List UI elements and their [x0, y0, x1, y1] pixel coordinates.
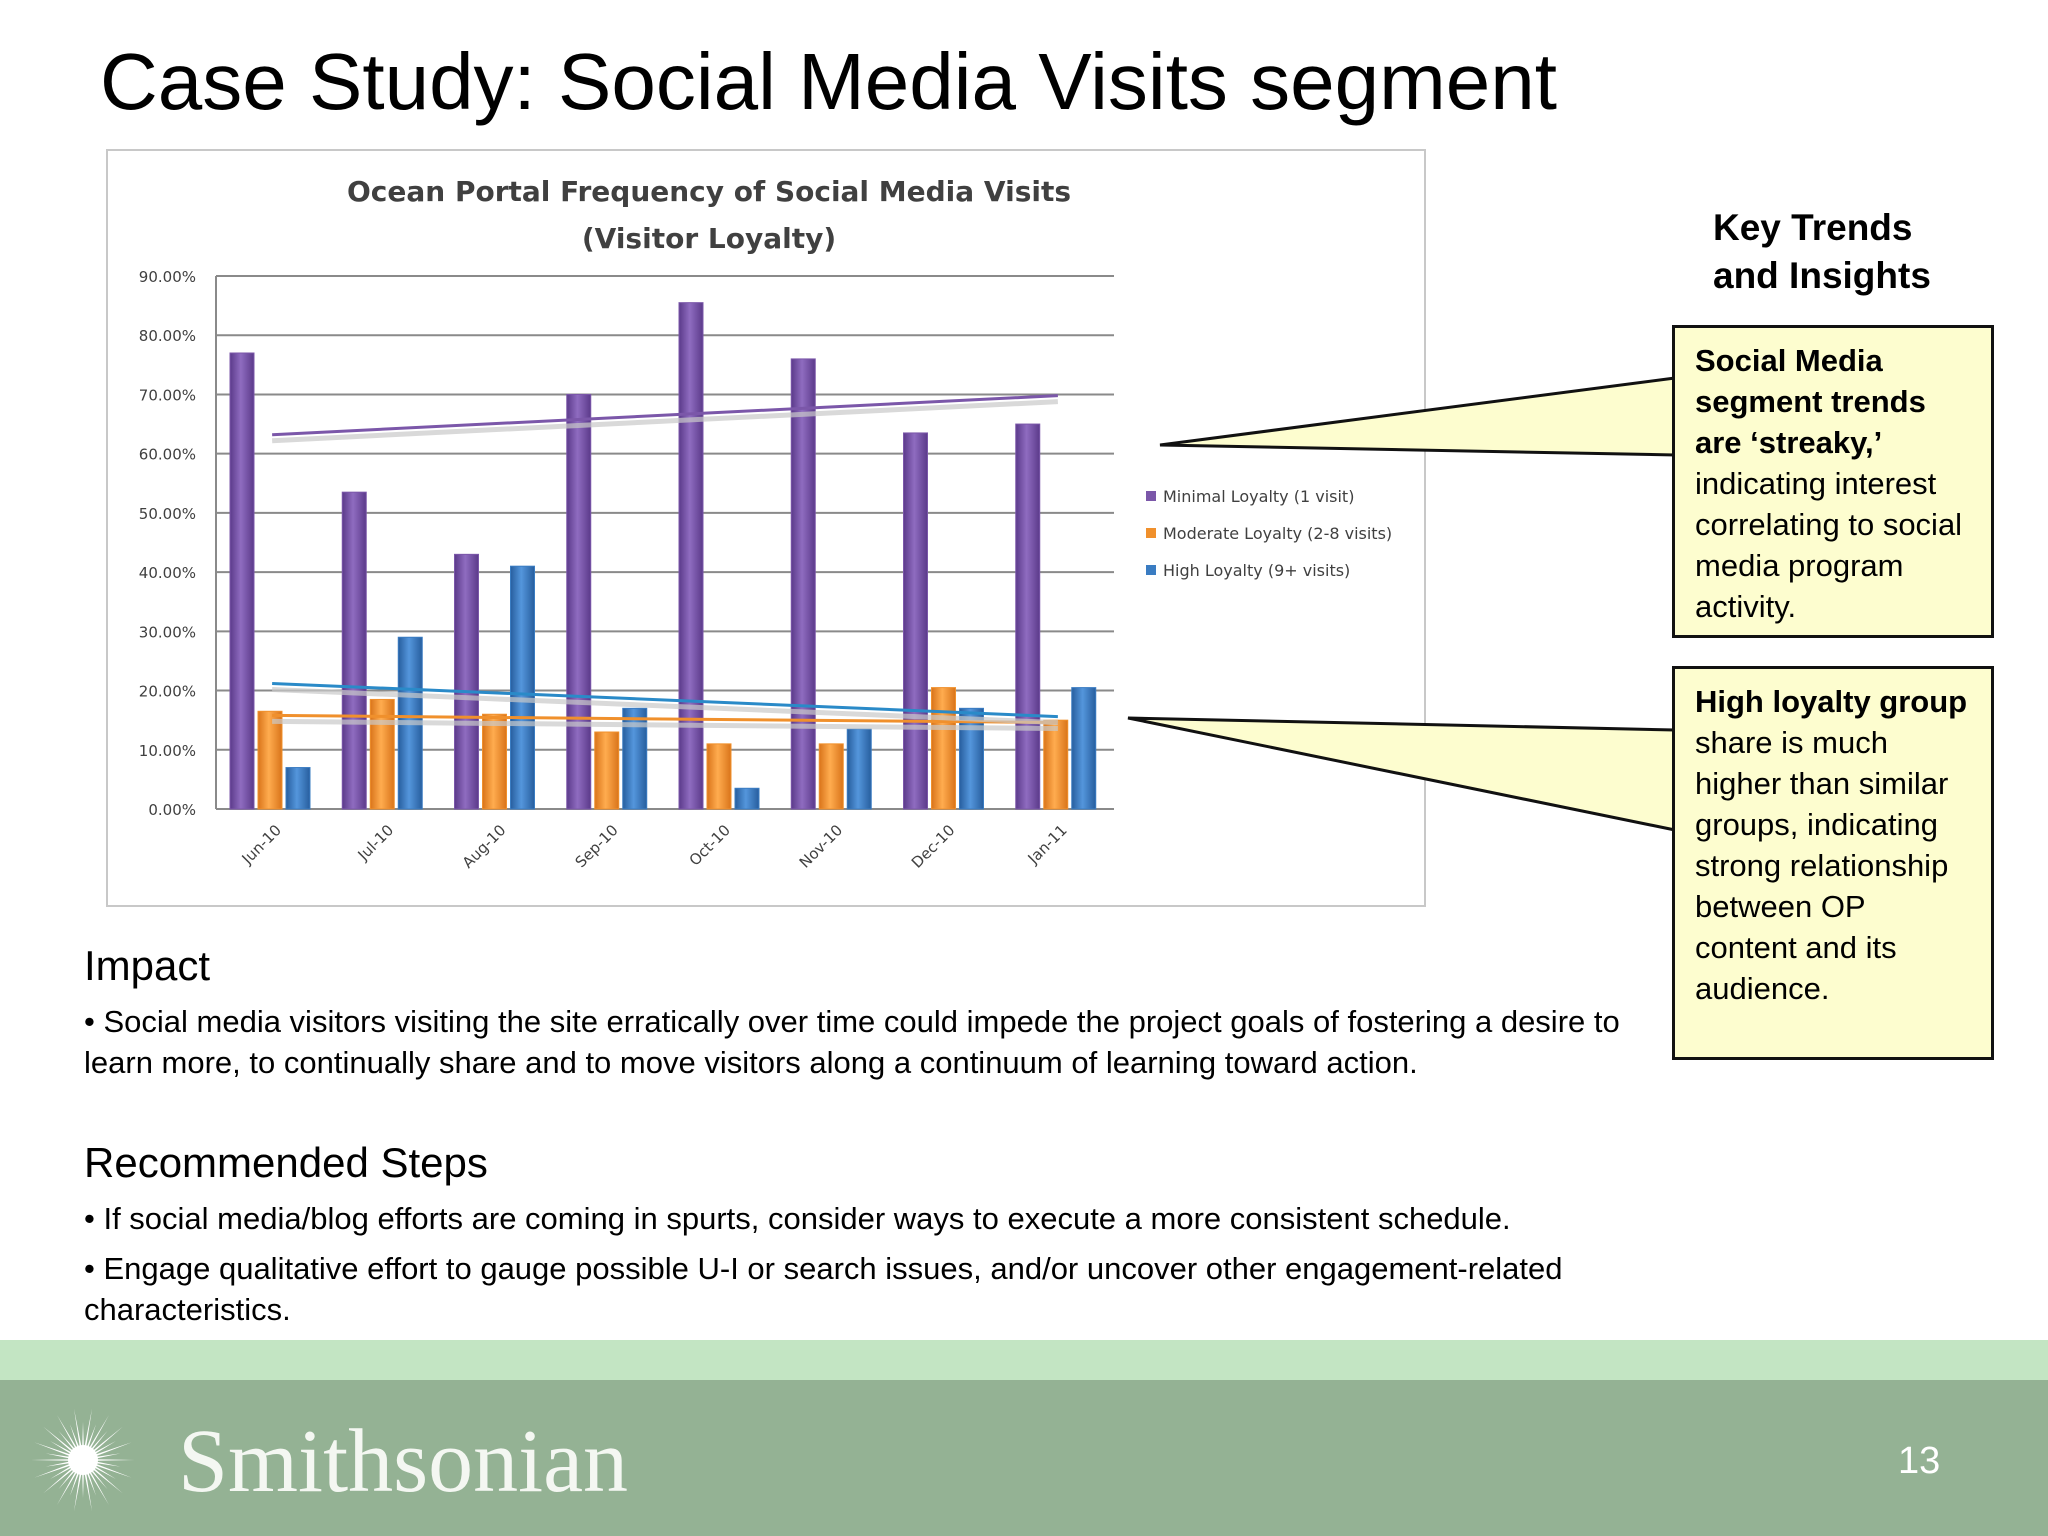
y-tick-label: 70.00% — [139, 386, 196, 404]
legend-entry: Moderate Loyalty (2-8 visits) — [1163, 524, 1392, 543]
chart-subtitle: (Visitor Loyalty) — [582, 222, 836, 255]
insight-callout-streaky-bold: Social Media segment trends are ‘streaky… — [1695, 343, 1926, 460]
recommended-bullet-2: • Engage qualitative effort to gauge pos… — [84, 1251, 1563, 1327]
sunburst-icon — [31, 1408, 135, 1512]
bar-high-dec-10 — [959, 707, 984, 810]
recommended-steps-heading: Recommended Steps — [84, 1139, 488, 1186]
trendline-high — [272, 681, 1058, 719]
x-tick-label: Aug-10 — [459, 821, 510, 872]
key-trends-heading-line-1: Key Trends — [1713, 207, 1913, 248]
bar-high-jun-10 — [285, 767, 311, 810]
footer-accent-stripe — [0, 1340, 2048, 1380]
x-tick-label: Jan-11 — [1024, 821, 1071, 868]
insight-callout-streaky: Social Media segment trends are ‘streaky… — [1672, 325, 1994, 638]
insight-callout-high-loyalty-text: share is much higher than similar groups… — [1695, 725, 1949, 1006]
impact-heading: Impact — [84, 942, 211, 989]
y-tick-label: 0.00% — [148, 801, 196, 819]
legend-swatch — [1146, 528, 1156, 538]
legend-entry: Minimal Loyalty (1 visit) — [1163, 487, 1354, 506]
bar-minimal-nov-10 — [790, 358, 816, 810]
x-tick-label: Sep-10 — [572, 821, 622, 871]
insight-callout-high-loyalty-bold: High loyalty group — [1695, 684, 1968, 719]
insight-callout-streaky-text: indicating interest correlating to socia… — [1695, 466, 1963, 624]
trendline-shadow — [272, 718, 1058, 732]
bar-moderate-sep-10 — [594, 731, 620, 810]
y-tick-label: 40.00% — [139, 564, 196, 582]
page-number: 13 — [1898, 1440, 1941, 1482]
key-trends-heading-line-2: and Insights — [1713, 255, 1931, 296]
chart-title: Ocean Portal Frequency of Social Media V… — [347, 175, 1071, 208]
y-tick-label: 30.00% — [139, 623, 196, 641]
y-tick-label: 10.00% — [139, 742, 196, 760]
bar-moderate-oct-10 — [706, 743, 732, 810]
insight-callout-high-loyalty: High loyalty group share is much higher … — [1672, 666, 1994, 1060]
bar-minimal-aug-10 — [454, 553, 479, 810]
bar-moderate-jun-10 — [257, 710, 283, 810]
bar-minimal-dec-10 — [903, 432, 928, 810]
x-tick-label: Jun-10 — [238, 821, 285, 868]
y-tick-label: 20.00% — [139, 683, 196, 701]
y-tick-label: 50.00% — [139, 505, 196, 523]
x-tick-label: Oct-10 — [686, 821, 734, 869]
bar-moderate-aug-10 — [482, 713, 507, 810]
y-tick-label: 90.00% — [139, 268, 196, 286]
smithsonian-logo: Smithsonian — [178, 1412, 629, 1511]
bar-moderate-dec-10 — [931, 687, 956, 810]
trendline-shadow — [272, 399, 1058, 444]
x-tick-label: Dec-10 — [908, 821, 959, 872]
x-tick-label: Jul-10 — [354, 821, 398, 865]
bar-moderate-nov-10 — [818, 743, 844, 810]
chart-frame: Ocean Portal Frequency of Social Media V… — [106, 149, 1426, 907]
bar-high-jan-11 — [1071, 687, 1097, 810]
bar-minimal-jul-10 — [341, 491, 367, 810]
impact-bullet: • Social media visitors visiting the sit… — [84, 1004, 1620, 1080]
trendline-moderate — [272, 713, 1058, 725]
bar-minimal-sep-10 — [566, 393, 592, 810]
bar-minimal-jan-11 — [1015, 423, 1041, 810]
x-tick-label: Nov-10 — [796, 821, 846, 871]
footer-band — [0, 1380, 2048, 1536]
y-tick-label: 60.00% — [139, 446, 196, 464]
bar-moderate-jan-11 — [1043, 719, 1069, 810]
bar-minimal-jun-10 — [229, 352, 255, 810]
bar-minimal-oct-10 — [678, 302, 704, 810]
trendline-shadow — [272, 686, 1058, 726]
bar-high-oct-10 — [734, 787, 760, 810]
y-tick-label: 80.00% — [139, 327, 196, 345]
recommended-bullet-1: • If social media/blog efforts are comin… — [84, 1201, 1511, 1236]
trendline-minimal — [272, 394, 1058, 437]
slide-title: Case Study: Social Media Visits segment — [100, 37, 1557, 126]
legend-swatch — [1146, 565, 1156, 575]
legend-swatch — [1146, 491, 1156, 501]
bar-high-nov-10 — [846, 728, 872, 810]
bar-chart: Ocean Portal Frequency of Social Media V… — [139, 175, 1392, 872]
bar-high-aug-10 — [510, 565, 535, 810]
key-trends-heading: Key Trends and Insights — [1713, 204, 1931, 300]
legend-entry: High Loyalty (9+ visits) — [1163, 561, 1350, 580]
